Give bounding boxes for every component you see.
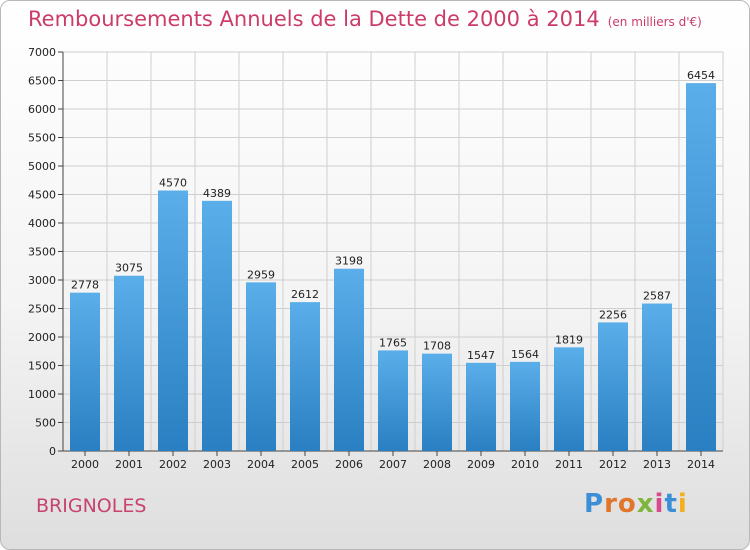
- bar: [642, 303, 672, 451]
- x-tick-label: 2013: [643, 458, 671, 471]
- labels: 2778 2000 3075 2001 4570 2002 4389 2003 2959 2004…: [71, 69, 715, 471]
- x-tick-label: 2006: [335, 458, 363, 471]
- chart-subtitle: (en milliers d'€): [607, 15, 702, 29]
- x-tick-label: 2009: [467, 458, 495, 471]
- y-tick-label: 2000: [28, 331, 56, 344]
- data-label: 2612: [291, 288, 319, 301]
- y-tick-label: 6000: [28, 103, 56, 116]
- bar: [334, 268, 364, 451]
- x-tick-label: 2005: [291, 458, 319, 471]
- chart-title-row: Remboursements Annuels de la Dette de 20…: [28, 7, 702, 31]
- bar: [686, 83, 716, 451]
- axes: 0 500 1000 1500 2000 2500 3000 3500 4000 4500 5000…: [28, 46, 723, 458]
- bar: [466, 362, 496, 451]
- x-tick-label: 2007: [379, 458, 407, 471]
- x-tick-label: 2008: [423, 458, 451, 471]
- commune-name: BRIGNOLES: [36, 495, 147, 517]
- data-label: 3198: [335, 255, 363, 268]
- bars: [70, 83, 716, 451]
- bar: [290, 302, 320, 451]
- bar: [114, 275, 144, 451]
- data-label: 2587: [643, 290, 671, 303]
- y-tick-label: 3000: [28, 274, 56, 287]
- x-tick-label: 2001: [115, 458, 143, 471]
- x-tick-label: 2004: [247, 458, 275, 471]
- bar: [158, 190, 188, 451]
- data-label: 1765: [379, 336, 407, 349]
- bar: [246, 282, 276, 451]
- y-tick-label: 4500: [28, 189, 56, 202]
- bar: [554, 347, 584, 451]
- y-tick-label: 7000: [28, 46, 56, 59]
- proxiti-logo: Proxiti: [584, 489, 688, 519]
- y-tick-label: 2500: [28, 303, 56, 316]
- bar: [378, 350, 408, 451]
- data-label: 2959: [247, 268, 275, 281]
- data-label: 1564: [511, 348, 539, 361]
- x-tick-label: 2000: [71, 458, 99, 471]
- data-label: 2778: [71, 279, 99, 292]
- y-tick-label: 5000: [28, 160, 56, 173]
- bar: [510, 361, 540, 451]
- data-label: 2256: [599, 308, 627, 321]
- bar: [70, 292, 100, 451]
- x-tick-label: 2003: [203, 458, 231, 471]
- y-tick-label: 5500: [28, 132, 56, 145]
- data-label: 4389: [203, 187, 231, 200]
- data-label: 3075: [115, 262, 143, 275]
- y-tick-label: 6500: [28, 75, 56, 88]
- bar: [598, 322, 628, 451]
- bar: [202, 200, 232, 451]
- data-label: 1547: [467, 349, 495, 362]
- y-tick-label: 3500: [28, 246, 56, 259]
- x-tick-label: 2010: [511, 458, 539, 471]
- bar: [422, 353, 452, 451]
- data-label: 1819: [555, 333, 583, 346]
- data-label: 6454: [687, 69, 715, 82]
- x-tick-label: 2002: [159, 458, 187, 471]
- chart-title: Remboursements Annuels de la Dette de 20…: [28, 7, 600, 31]
- y-tick-label: 500: [35, 417, 56, 430]
- y-tick-label: 1000: [28, 388, 56, 401]
- y-tick-label: 0: [49, 445, 56, 458]
- x-tick-label: 2014: [687, 458, 715, 471]
- x-tick-label: 2012: [599, 458, 627, 471]
- y-tick-label: 4000: [28, 217, 56, 230]
- x-tick-label: 2011: [555, 458, 583, 471]
- data-label: 4570: [159, 177, 187, 190]
- data-label: 1708: [423, 340, 451, 353]
- y-tick-label: 1500: [28, 360, 56, 373]
